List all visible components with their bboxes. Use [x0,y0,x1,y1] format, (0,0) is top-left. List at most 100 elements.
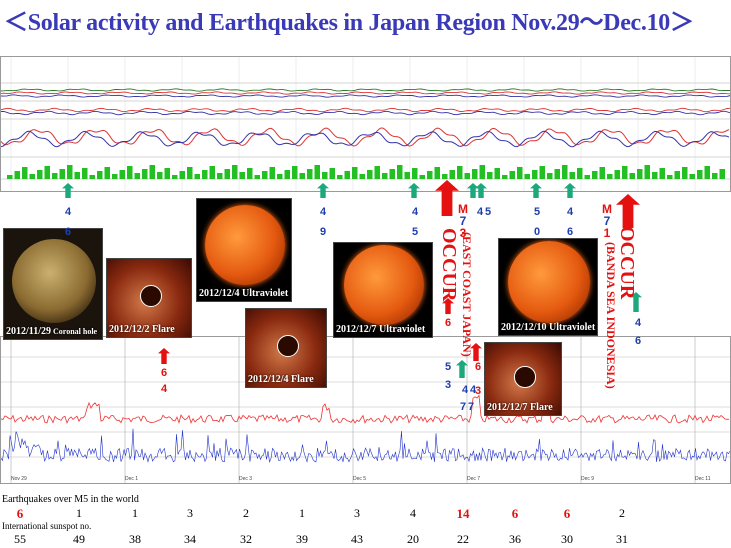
kp-bar [487,172,493,179]
kp-bar [674,171,680,179]
bottom-chart-tick-label: Dec 7 [467,476,480,482]
bottom-chart-tick-label: Nov 29 [11,476,27,482]
bottom-label: 7 [459,401,467,413]
quake-label: 7 [459,214,467,228]
kp-bar [134,173,140,179]
kp-bar [667,175,673,179]
solar-photo-3: 2012/12/4 Ultraviolet [196,198,292,302]
kp-bar [592,171,598,179]
sunspot-count-cell: 43 [351,532,363,546]
photo-caption-main: 2012/12/7 Flare [487,402,553,413]
arc-label: 6 [634,335,642,347]
sun-disk [12,239,96,323]
kp-bar [127,166,133,179]
quake-count-cell: 6 [563,506,571,521]
photo-caption: 2012/12/4 Ultraviolet [199,288,288,299]
quake-count-cell: 4 [410,506,416,520]
kp-bar [209,166,215,179]
bottom-chart-tick-label: Dec 3 [239,476,252,482]
kp-bar [637,169,643,179]
kp-bar [262,171,268,179]
kp-bar [359,174,365,179]
kp-bar [329,168,335,179]
kp-bar [682,167,688,179]
kp-bar [14,171,20,179]
arc-label: 4 [634,317,642,329]
solar-photo-5: 2012/12/7 Ultraviolet [333,242,433,338]
kp-bar [719,169,725,179]
sunspot-count-cell: 38 [129,532,141,546]
quake-count-cell: 6 [511,506,519,521]
magnetometer-blue [1,130,730,148]
xray-short-trace [1,428,730,464]
photo-caption: 2012/12/4 Flare [248,374,314,385]
kp-bar [524,174,530,179]
bottom-label: 3 [444,379,452,391]
kp-bar [224,169,230,179]
kp-bar [539,166,545,179]
kp-bar [599,167,605,179]
page-title: ＜Solar activity and Earthquakes in Japan… [4,10,694,36]
kp-bar [577,168,583,179]
sunspot-count-cell: 34 [184,532,196,546]
solar-photo-4: 2012/12/4 Flare [245,308,327,388]
bottom-label: 4 [469,384,477,396]
arc-label: 4 [476,206,484,218]
xray-long-trace [1,394,730,425]
kp-bar [404,172,410,179]
bottom-chart-tick-label: Dec 1 [125,476,138,482]
bottom-label: 4 [461,384,469,396]
kp-bar [547,173,553,179]
kp-bar [82,168,88,179]
kp-bar [217,173,223,179]
kp-bar [374,166,380,179]
kp-bar [689,174,695,179]
occulter-disk [276,334,300,358]
kp-bar [562,165,568,179]
kp-bar [299,173,305,179]
kp-bar [187,167,193,179]
arc-label: 4 [566,206,574,218]
solar-photo-2: 2012/12/2 Flare [106,258,192,338]
kp-bar [7,175,13,179]
kp-bar [509,171,515,179]
photo-caption: 2012/12/2 Flare [109,324,175,335]
solar-environment-chart [1,57,730,191]
quake-label: 1 [603,226,611,240]
kp-bar [277,174,283,179]
arc-label: 4 [411,206,419,218]
solar-photo-7: 2012/12/10 Ultraviolet [498,238,598,336]
arc-label: 0 [533,226,541,238]
kp-bar [269,167,275,179]
bottom-label: 6 [474,361,482,373]
arc-label: 6 [64,226,72,238]
kp-bar [644,165,650,179]
occulter-disk [514,366,536,388]
solar-photo-1: 2012/11/29 Coronal hole [3,228,103,340]
kp-bar [254,175,260,179]
kp-bar [307,169,313,179]
trace-red-2 [1,107,730,113]
bottom-label: 4 [160,383,168,395]
sun-disk [507,240,591,324]
bottom-label: 5 [444,361,452,373]
kp-bar [629,173,635,179]
quake-count-cell: 3 [354,506,360,520]
quake-count-cell: 2 [243,506,249,520]
kp-bar [697,170,703,179]
kp-bar [712,173,718,179]
kp-bar [164,168,170,179]
kp-bar [502,175,508,179]
kp-bar [22,167,28,179]
kp-bar [659,168,665,179]
kp-bar [479,165,485,179]
bottom-chart-tick-label: Dec 11 [695,476,711,482]
quake-label: M [602,202,612,216]
photo-caption: 2012/12/7 Ultraviolet [336,324,425,335]
quake-label: 3 [459,226,467,240]
kp-bar [397,165,403,179]
kp-bar [232,165,238,179]
kp-bar [472,169,478,179]
arc-label: 9 [319,226,327,238]
red-event-arrow [616,194,640,228]
